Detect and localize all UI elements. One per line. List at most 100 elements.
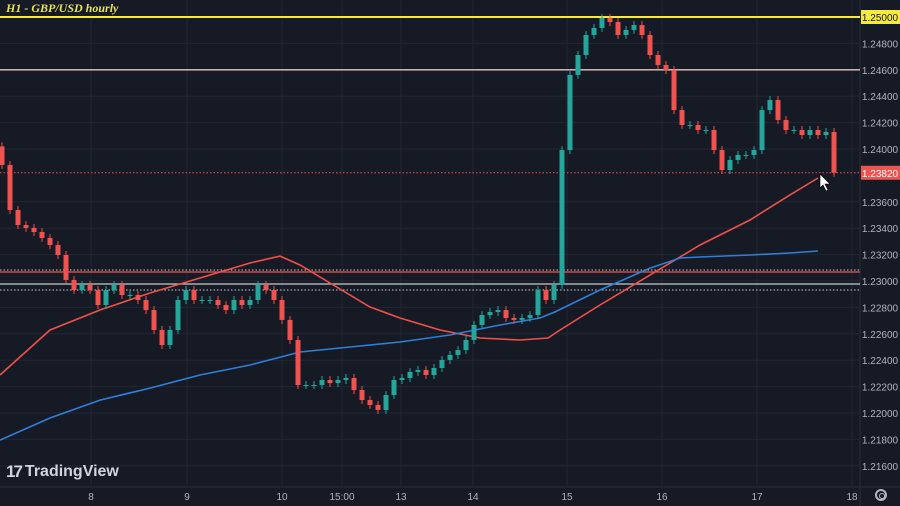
mouse-cursor-icon xyxy=(819,173,831,192)
candle xyxy=(431,364,437,379)
candle xyxy=(775,96,781,124)
candle xyxy=(487,308,493,320)
candle xyxy=(727,155,733,174)
candle-body xyxy=(103,289,109,306)
candle-body xyxy=(775,100,781,120)
candle-body xyxy=(463,340,469,351)
candle xyxy=(287,315,293,344)
candle xyxy=(655,51,661,70)
last-price-label-bg xyxy=(861,165,900,180)
settings-gear-icon[interactable] xyxy=(875,489,887,501)
candle xyxy=(511,314,517,324)
candle xyxy=(407,367,413,382)
candle xyxy=(415,366,421,376)
candle-body xyxy=(447,354,453,360)
candle-body xyxy=(215,300,221,306)
candle xyxy=(687,121,693,129)
candle xyxy=(591,23,597,39)
candle xyxy=(271,286,277,304)
candle xyxy=(471,320,477,344)
candle xyxy=(343,374,349,384)
candle xyxy=(39,228,45,242)
candle-body xyxy=(391,380,397,396)
price-tick-label: 1.25000 xyxy=(862,13,899,24)
candle xyxy=(623,25,629,39)
candle-body xyxy=(527,315,533,318)
time-tick-label: 15 xyxy=(561,492,573,503)
price-tick-label: 1.23400 xyxy=(862,224,899,235)
price-tick-label: 1.23600 xyxy=(862,198,899,209)
candle xyxy=(95,286,101,309)
candle-body xyxy=(511,317,517,320)
candle-body xyxy=(95,289,101,306)
candle-body xyxy=(63,254,69,280)
candle xyxy=(383,391,389,414)
candle-body xyxy=(719,150,725,170)
candle xyxy=(319,376,325,389)
candle-body xyxy=(783,119,789,130)
candle-body xyxy=(351,378,357,391)
candle-body xyxy=(31,227,37,233)
candle xyxy=(567,70,573,155)
candle-body xyxy=(47,237,53,245)
candle xyxy=(103,286,109,309)
candle-body xyxy=(559,150,565,285)
candle xyxy=(71,275,77,294)
candle xyxy=(239,296,245,309)
candle xyxy=(695,121,701,134)
candle xyxy=(111,281,117,294)
price-tick-label: 1.22800 xyxy=(862,303,899,314)
candle-body xyxy=(271,289,277,301)
candle-body xyxy=(279,300,285,320)
candle-body xyxy=(471,324,477,341)
candle xyxy=(391,376,397,400)
candle xyxy=(647,30,653,59)
candle-body xyxy=(831,131,837,173)
candle-body xyxy=(735,154,741,160)
candle-body xyxy=(431,367,437,375)
candle-body xyxy=(55,244,61,255)
candle-body xyxy=(199,300,205,302)
candle-body xyxy=(487,312,493,316)
candle xyxy=(759,106,765,155)
candle-body xyxy=(359,390,365,401)
candle xyxy=(423,366,429,379)
candle-body xyxy=(151,310,157,330)
chart-title: H1 - GBP/USD hourly xyxy=(6,1,119,15)
candle xyxy=(679,106,685,129)
candle xyxy=(823,128,829,139)
candle xyxy=(63,251,69,284)
candle-body xyxy=(23,225,29,228)
candle-body xyxy=(583,34,589,56)
candle-body xyxy=(311,385,317,387)
candle-body xyxy=(695,124,701,130)
candle xyxy=(175,296,181,334)
candle xyxy=(519,314,525,324)
price-tick-label: 1.23000 xyxy=(862,277,899,288)
candle xyxy=(535,286,541,320)
candle xyxy=(55,241,61,259)
candle xyxy=(831,128,837,177)
candle xyxy=(7,161,13,214)
candle-body xyxy=(759,110,765,151)
candle-body xyxy=(423,369,429,375)
candle xyxy=(255,281,261,304)
candle xyxy=(735,150,741,164)
candle xyxy=(159,326,165,349)
candle-body xyxy=(263,284,269,290)
candle-body xyxy=(591,27,597,35)
candle xyxy=(335,376,341,387)
candle xyxy=(607,14,613,26)
candle xyxy=(31,223,37,236)
candle xyxy=(367,396,373,409)
candle xyxy=(279,296,285,324)
candle-body xyxy=(15,209,21,226)
tradingview-mark-icon: 17 xyxy=(6,462,23,481)
candle xyxy=(559,146,565,289)
candle xyxy=(615,18,621,39)
candle-body xyxy=(207,300,213,302)
moving-average-blue xyxy=(0,250,819,441)
candle-body xyxy=(799,129,805,136)
time-tick-label: 15:00 xyxy=(329,492,354,503)
